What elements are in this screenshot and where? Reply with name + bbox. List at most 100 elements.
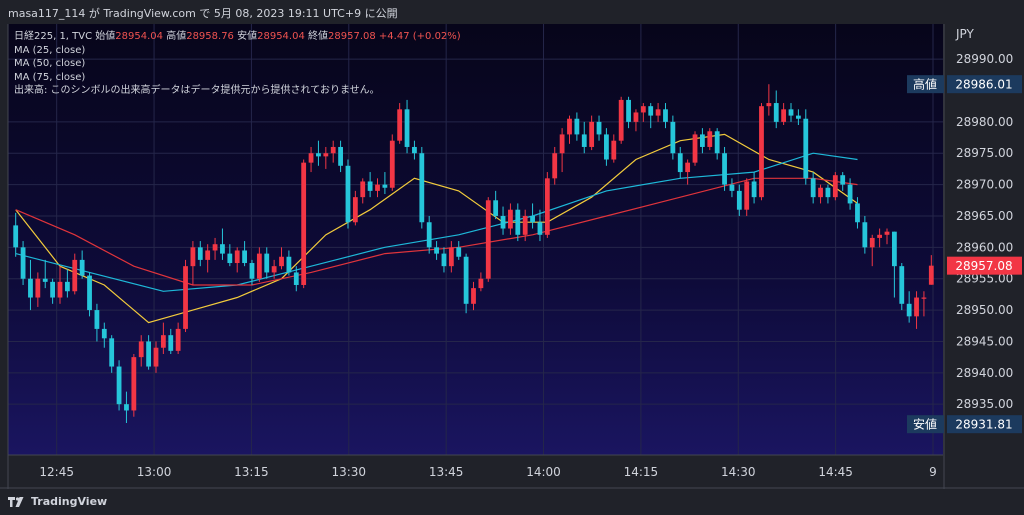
candle-body (87, 275, 92, 311)
candle-body (426, 222, 432, 248)
time-tick-label: 13:15 (234, 465, 269, 479)
candle-body (567, 118, 572, 135)
candle-body (308, 153, 314, 163)
candle-body (744, 181, 750, 210)
candle-body (522, 215, 528, 235)
candle-body (537, 222, 543, 235)
candle-body (286, 256, 292, 273)
candle-body (810, 178, 816, 198)
candle-body (183, 266, 188, 329)
ma25-legend[interactable]: MA (25, close) (14, 44, 86, 56)
candle-body (581, 134, 587, 147)
candle-body (160, 335, 166, 348)
candle-body (655, 109, 661, 116)
candle-body (212, 244, 218, 251)
header-connector: が (88, 7, 100, 20)
candle-body (840, 175, 846, 185)
candle-body (508, 209, 513, 229)
time-tick-label: 9 (929, 465, 937, 479)
candle-body (751, 181, 757, 198)
price-tick-label: 28965.00 (956, 209, 1013, 223)
candle-body (242, 250, 247, 264)
candle-body (921, 297, 927, 299)
candle-body (862, 222, 868, 248)
candle-body (803, 118, 809, 179)
change-value: +4.47 (+0.02%) (378, 31, 461, 42)
candle-body (855, 203, 860, 223)
candle-body (818, 187, 823, 198)
candle-body (131, 357, 137, 411)
candle-body (397, 109, 403, 141)
candle-body (463, 256, 469, 304)
candle-body (375, 184, 380, 191)
candle-body (899, 266, 905, 304)
price-tick-label: 28970.00 (956, 178, 1013, 192)
chart-legend: 日経225, 1, TVC 始値28954.04 高値28958.76 安値28… (14, 30, 461, 98)
price-tick-label: 28940.00 (956, 366, 1013, 380)
candle-body (847, 184, 853, 204)
site-link[interactable]: TradingView.com (103, 7, 196, 20)
candle-body (382, 184, 388, 188)
price-tick-label: 28990.00 (956, 52, 1013, 66)
marker-tag-label: 安値 (913, 417, 937, 432)
time-axis-background (8, 455, 943, 489)
candle-body (663, 109, 668, 122)
candle-body (633, 112, 639, 122)
price-marker-label: 28986.01 (955, 78, 1012, 92)
candle-body (825, 187, 831, 198)
candle-body (205, 250, 211, 260)
candle-body (596, 121, 602, 135)
candle-body (485, 200, 491, 279)
brand-name: TradingView (31, 495, 108, 508)
candle-body (781, 109, 787, 122)
candle-body (670, 121, 676, 154)
time-tick-label: 14:45 (818, 465, 853, 479)
candle-body (338, 146, 343, 166)
candle-body (928, 265, 934, 285)
candle-body (57, 281, 63, 298)
candle-body (448, 247, 454, 267)
candle-body (13, 225, 19, 248)
candle-body (360, 181, 366, 198)
price-tick-label: 28950.00 (956, 303, 1013, 317)
ma75-legend[interactable]: MA (75, close) (14, 71, 86, 83)
candle-body (124, 404, 129, 411)
candle-body (234, 250, 240, 264)
price-tick-label: 28935.00 (956, 397, 1013, 411)
price-marker-background (947, 75, 1022, 94)
price-tick-label: 28960.00 (956, 240, 1013, 254)
candle-body (707, 131, 713, 147)
candle-body (389, 140, 395, 188)
candle-body (367, 181, 373, 191)
symbol-label[interactable]: 日経225, 1, TVC (14, 31, 93, 42)
candle-body (419, 153, 425, 223)
author-name[interactable]: masa117_114 (8, 7, 86, 20)
candle-body (611, 140, 617, 160)
candle-body (530, 215, 535, 223)
candle-body (891, 231, 897, 267)
candle-body (515, 209, 521, 235)
tradingview-logo[interactable]: TradingView (8, 495, 107, 508)
high-label: 高値 (166, 31, 187, 42)
currency-label: JPY (955, 27, 975, 41)
candle-body (20, 247, 26, 279)
time-tick-label: 14:30 (721, 465, 756, 479)
candle-body (648, 106, 654, 116)
candle-body (869, 237, 875, 248)
candle-body (478, 278, 484, 289)
price-tick-label: 28945.00 (956, 334, 1013, 348)
candle-body (795, 115, 801, 119)
time-tick-label: 14:00 (526, 465, 561, 479)
candle-body (109, 338, 115, 367)
ohlc-line: 日経225, 1, TVC 始値28954.04 高値28958.76 安値28… (14, 30, 461, 44)
candle-body (264, 253, 270, 273)
time-tick-label: 12:45 (39, 465, 74, 479)
candle-body (146, 341, 152, 367)
ma-line (15, 177, 858, 286)
price-chart[interactable]: 28935.00 28940.00 28945.00 28950.00 28955.00… (0, 24, 1024, 489)
ma50-legend[interactable]: MA (50, close) (14, 58, 86, 69)
time-tick-label: 13:30 (331, 465, 366, 479)
candle-body (316, 153, 321, 157)
candle-body (175, 328, 181, 351)
low-value: 28954.04 (257, 31, 305, 42)
